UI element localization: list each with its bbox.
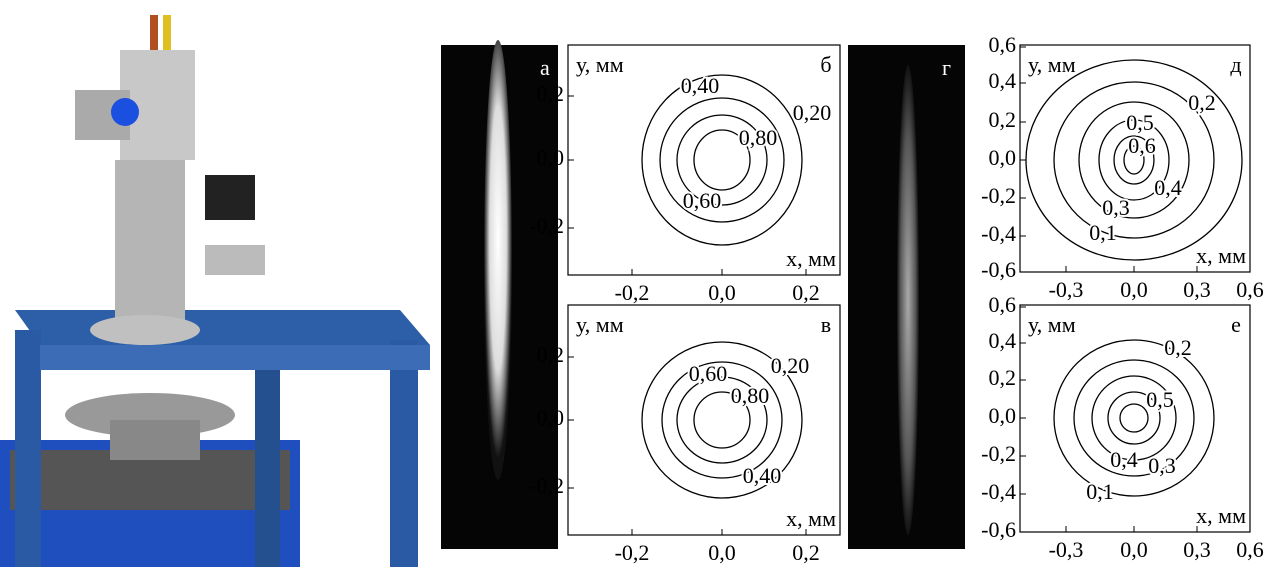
x-tick-label: -0,3 [1049,537,1084,562]
x-tick-label: 0,0 [708,280,736,305]
contour-label: 0,60 [683,188,722,213]
contour-line [661,361,783,479]
y-axis-label: у, мм [1028,52,1076,77]
contour-line [1073,359,1195,477]
contour-label: 0,2 [1164,335,1192,360]
y-tick-label: 0,6 [989,292,1017,317]
contour-line [1098,119,1170,201]
panel-letter: б [820,52,831,77]
plot-frame [567,304,841,536]
contour-label: 0,60 [689,361,728,386]
contour-line [676,114,768,206]
contour-line [1053,339,1215,497]
x-tick-label: 0,0 [1120,537,1148,562]
y-tick-label: 0,2 [537,342,565,367]
beam-spot [484,40,512,480]
contour-label: 0,5 [1146,387,1174,412]
y-axis-label: у, мм [576,52,624,77]
y-tick-label: -0,6 [981,517,1016,542]
y-tick-label: -0,4 [981,479,1016,504]
x-tick-label: -0,2 [615,280,650,305]
x-tick-label: 0,2 [792,280,820,305]
x-tick-label: 0,0 [708,540,736,565]
contour-line [659,97,785,223]
beam-spot [897,65,919,535]
panel-letter: г [942,55,951,80]
contour-line [641,74,803,246]
y-tick-label: 0,0 [537,145,565,170]
x-tick-label: -0,3 [1049,277,1084,302]
contour-label: 0,20 [793,100,832,125]
x-axis-label: х, мм [786,506,836,531]
y-tick-label: 0,6 [989,32,1017,57]
contour-label: 0,20 [771,353,810,378]
y-tick-label: 0,0 [989,403,1017,428]
x-tick-label: 0,3 [1183,277,1211,302]
contour-label: 0,80 [731,383,770,408]
y-tick-label: 0,2 [989,107,1017,132]
contour-label: 0,4 [1110,447,1138,472]
contour-label: 0,80 [739,125,778,150]
contour-line [1113,135,1155,185]
contour-label: 0,5 [1126,110,1154,135]
plots: -0,2 0,0 0,20,20,0-0,20,400,200,800,60у, м… [529,32,1264,565]
y-tick-label: 0,0 [537,405,565,430]
contour-label: 0,4 [1154,175,1182,200]
y-tick-label: 0,4 [989,328,1017,353]
y-tick-label: -0,2 [981,183,1016,208]
contour-label: 0,1 [1089,220,1117,245]
panel-letter: в [821,312,831,337]
x-tick-label: 0,2 [792,540,820,565]
contour-line [1078,101,1190,219]
contour-line [1123,145,1145,175]
y-tick-label: 0,4 [989,68,1017,93]
contour-label: 0,40 [681,73,720,98]
y-tick-label: -0,6 [981,257,1016,282]
panel-letter: д [1230,52,1241,77]
contour-label: 0,6 [1128,133,1156,158]
y-tick-label: -0,2 [529,473,564,498]
contour-label: 0,1 [1086,479,1114,504]
panel-letter: е [1231,312,1241,337]
y-tick-label: -0,2 [981,441,1016,466]
contour-label: 0,2 [1188,90,1216,115]
y-axis-label: у, мм [1028,312,1076,337]
x-tick-label: 0,3 [1183,537,1211,562]
x-axis-label: х, мм [1196,243,1246,268]
y-tick-label: -0,2 [529,213,564,238]
contour-label: 0,40 [743,463,782,488]
x-tick-label: 0,0 [1120,277,1148,302]
contour-label: 0,3 [1102,195,1130,220]
plot-frame [1019,44,1251,273]
y-tick-label: 0,2 [537,81,565,106]
x-axis-label: х, мм [1196,503,1246,528]
apparatus-render [0,15,430,567]
x-tick-label: 0,6 [1236,537,1264,562]
panel-letter: а [540,55,550,80]
y-tick-label: 0,0 [989,145,1017,170]
contour-line [641,341,803,499]
x-axis-label: х, мм [786,246,836,271]
contour-line [676,376,768,464]
contour-line [693,391,751,449]
y-axis-label: у, мм [576,312,624,337]
contour-line [1119,403,1149,433]
contour-line [1091,375,1177,461]
y-tick-label: -0,4 [981,221,1016,246]
contour-label: 0,3 [1148,453,1176,478]
contour-line [1053,81,1215,239]
contour-line [1107,391,1161,445]
x-tick-label: 0,6 [1236,277,1264,302]
contour-line [693,129,751,191]
y-tick-label: 0,2 [989,365,1017,390]
x-tick-label: -0,2 [615,540,650,565]
